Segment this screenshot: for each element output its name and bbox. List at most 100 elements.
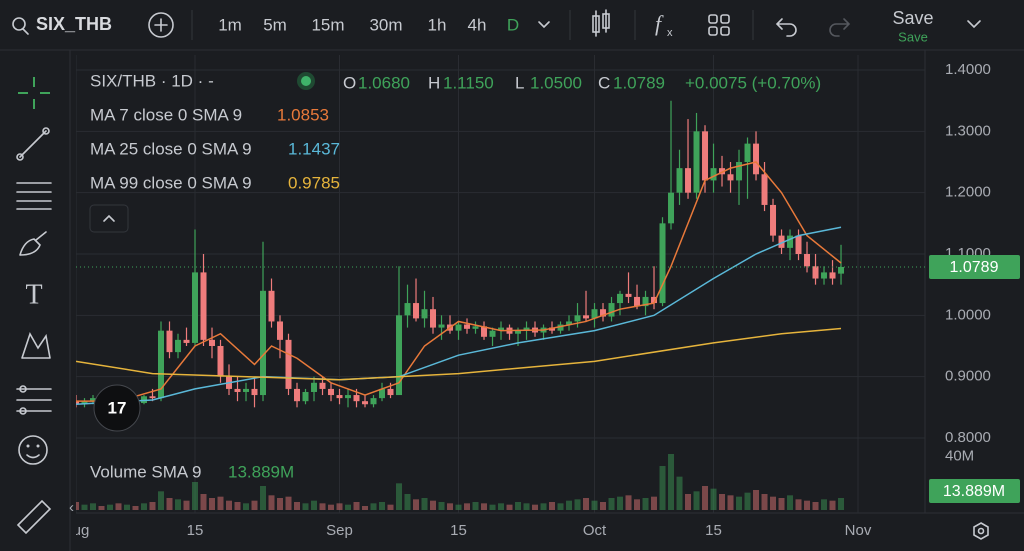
interval[interactable]: 1h [428,15,447,34]
interval[interactable]: 4h [468,15,487,34]
volume-bar [719,494,726,510]
undo[interactable] [775,18,797,37]
layout-icon[interactable] [708,14,730,36]
volume-bar [770,496,777,510]
ohlc-value: 1.0500 [530,73,582,92]
candle-body [795,235,802,255]
crosshair-tool[interactable] [18,77,50,109]
candle-body [464,324,471,329]
candle-body [328,388,335,396]
change: +0.0075 (+0.70%) [685,73,821,92]
volume-bar [107,504,114,510]
add-symbol[interactable] [148,12,174,38]
volume-bar [413,499,420,510]
save-button[interactable]: Save [892,8,933,28]
prediction-tool[interactable] [16,385,52,415]
chart-type-icon[interactable] [592,9,610,37]
candle-body [183,339,190,343]
volume-bar [540,503,547,510]
candle-body [481,326,488,337]
redo[interactable] [829,18,851,37]
volume-bar [642,498,649,510]
volume-tick-label: 40M [945,448,974,465]
volume-bar [81,504,88,510]
volume-bar [489,504,496,510]
candle-body [617,293,624,304]
brush-tool[interactable] [19,231,47,256]
candle-body [591,309,598,319]
volume-bar [209,498,216,510]
volume-bar [328,504,335,510]
candle-body [319,382,326,389]
volume-bar [141,503,148,510]
volume-bar [90,503,97,510]
emoji-tool[interactable] [18,435,48,465]
interval[interactable]: 30m [369,15,402,34]
candle-body [336,395,343,399]
ohlc-label: O [343,73,356,92]
volume-bar [591,500,598,510]
volume-bar [175,499,182,510]
x-tick-label: 15 [187,522,204,539]
candle-body [149,396,156,399]
volume-bar [812,502,819,510]
y-tick-label: 0.9000 [945,368,991,385]
collapse-legend[interactable] [89,204,129,233]
volume-bar [532,504,539,510]
volume-bar [447,503,454,510]
save-menu[interactable] [967,20,981,29]
settings[interactable] [973,522,989,540]
interval[interactable]: D [507,15,519,34]
volume-bar [693,491,700,510]
volume-bar [515,502,522,510]
volume-bar [804,500,811,510]
pattern-tool[interactable] [21,332,51,359]
volume-bar [302,503,309,510]
text-tool[interactable]: T [25,279,42,310]
x-tick-label: Sep [326,522,353,539]
ma-line [76,226,842,405]
volume-bar [438,502,445,510]
drawing-toolbar: T [16,77,52,535]
volume-bar [676,476,683,510]
ruler-tool[interactable] [16,499,52,535]
candle-body [421,309,428,319]
candle-body [209,339,216,346]
candle-body [353,395,360,402]
candle-body [753,143,760,175]
interval[interactable]: 5m [263,15,287,34]
interval-menu[interactable] [538,21,550,29]
last-price-label: 1.0789 [950,259,999,276]
x-tick-label: Aug [63,522,90,539]
ma-value: 1.0853 [277,105,329,124]
candle-body [234,388,241,392]
candle-body [719,168,726,175]
y-tick-label: 1.3000 [945,122,991,139]
symbol[interactable]: SIX_THB [36,14,112,34]
candle-body [379,388,386,399]
volume-bar [600,502,607,510]
volume-bar [158,491,165,510]
interval[interactable]: 1m [218,15,242,34]
interval[interactable]: 15m [311,15,344,34]
volume-bar [778,498,785,510]
volume-bar [251,500,258,510]
volume-bar [651,496,658,510]
candle-body [192,272,199,343]
save-state: Save [898,29,928,44]
volume-bar [362,506,369,510]
trendline-tool[interactable] [16,127,50,161]
search-icon[interactable] [12,17,26,31]
volume-bar [838,498,845,510]
volume-bar [311,500,318,510]
candle-body [702,131,709,181]
tv-logo[interactable]: 17 [93,384,141,432]
candle-body [302,391,309,402]
ohlc-label: C [598,73,610,92]
volume-bar [132,506,139,510]
fib-tool[interactable] [16,182,52,210]
volume-value: 13.889M [228,462,294,481]
indicators-icon[interactable]: f [655,11,664,36]
